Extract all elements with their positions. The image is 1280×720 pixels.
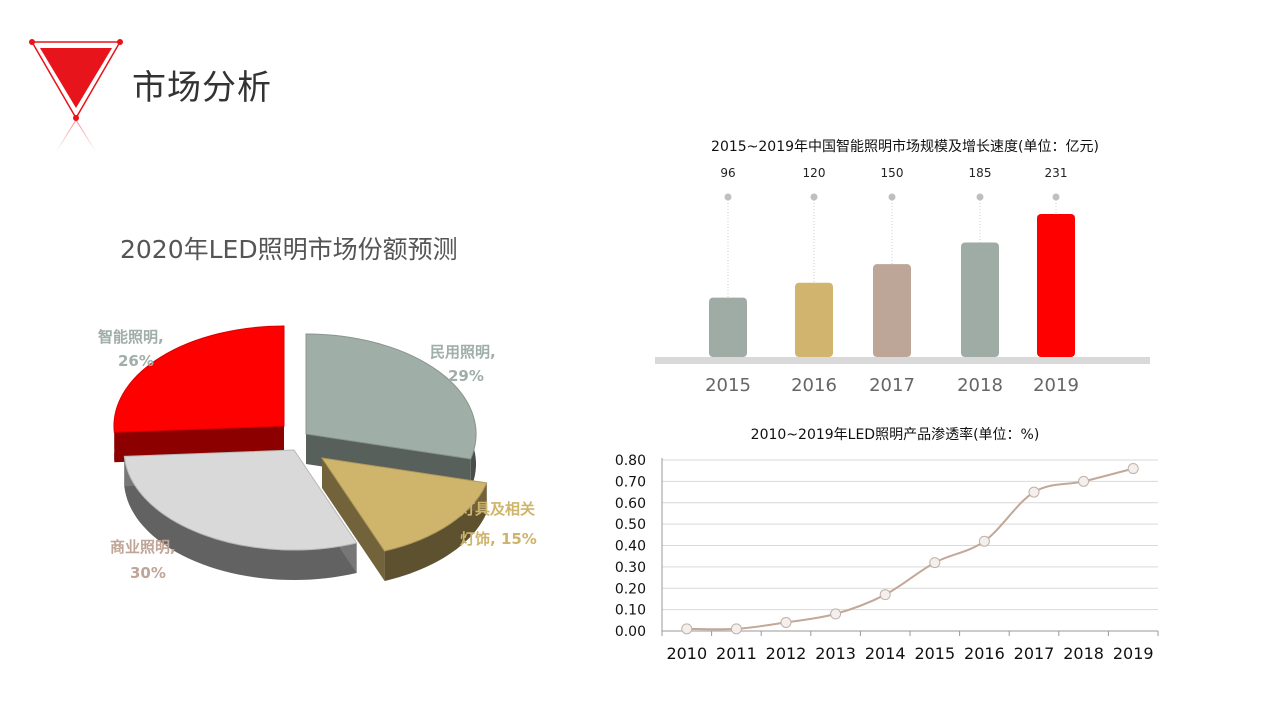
line-point: [1078, 475, 1090, 487]
line-y-tick-label: 0.80: [615, 453, 646, 469]
line-x-tick-label: 2014: [865, 644, 906, 663]
bar-category-label: 2015: [705, 375, 751, 396]
page-title: 市场分析: [132, 68, 272, 108]
line-y-tick-label: 0.20: [615, 581, 646, 597]
pie-label-commercial-value: 30%: [130, 564, 166, 582]
bar-category-label: 2016: [791, 375, 837, 396]
bar-category-label: 2017: [869, 375, 915, 396]
line-x-tick-label: 2013: [815, 644, 856, 663]
bar-axis-line: [655, 357, 1150, 364]
pie-slice-side: [384, 482, 487, 581]
line-point: [929, 557, 941, 569]
line-point: [1127, 463, 1139, 475]
bar-category-label: 2018: [957, 375, 1003, 396]
line-point: [879, 589, 891, 601]
line-x-tick-label: 2015: [914, 644, 955, 663]
line-x-tick-label: 2016: [964, 644, 1005, 663]
pie-label-commercial: 商业照明, 30%: [110, 535, 176, 585]
bar: [873, 264, 911, 357]
line-y-tick-label: 0.40: [615, 539, 646, 555]
line-x-tick-label: 2018: [1063, 644, 1104, 663]
bar-marker: [976, 193, 984, 201]
line-chart-title: 2010~2019年LED照明产品渗透率(单位：%): [750, 427, 1040, 443]
bar: [709, 297, 747, 357]
pie-label-smart-name: 智能照明: [98, 328, 159, 346]
pie-label-fixtures-name-1: 灯具及相关: [460, 500, 536, 518]
pie-label-fixtures-name-2: 灯饰: [460, 530, 491, 548]
bar-marker: [724, 193, 732, 201]
line-chart: 0.00 0.10 0.20 0.30 0.40 0.50 0.60 0.70 0.80 2010…: [615, 453, 1159, 663]
bar: [1037, 214, 1075, 357]
pie-slice: [123, 449, 358, 551]
bar-value-label: 120: [803, 166, 826, 180]
line-point: [730, 623, 742, 635]
line-y-tick-label: 0.70: [615, 474, 646, 490]
bar-marker: [888, 193, 896, 201]
pie-label-residential: 民用照明, 29%: [430, 340, 496, 388]
pie-slice: [305, 333, 477, 460]
pie-chart-title: 2020年LED照明市场份额预测: [120, 235, 458, 264]
line-x-tick-label: 2017: [1014, 644, 1055, 663]
pie-label-fixtures: 灯具及相关 灯饰, 15%: [460, 497, 537, 551]
bar-marker: [810, 193, 818, 201]
line-y-tick-label: 0.30: [615, 560, 646, 576]
line-y-tick-label: 0.10: [615, 603, 646, 619]
line-point: [1028, 486, 1040, 498]
bar: [795, 282, 833, 357]
pie-slice-wall: [322, 458, 385, 581]
line-x-tick-label: 2010: [666, 644, 707, 663]
bar-chart: 96 2015 120 2016 150 2017 185 2018 231 2019: [655, 166, 1150, 396]
bar-value-label: 185: [969, 166, 992, 180]
line-y-tick-label: 0.50: [615, 517, 646, 533]
header-triangle-logo: [29, 39, 123, 153]
bar-category-label: 2019: [1033, 375, 1079, 396]
pie-label-residential-value: 29%: [448, 367, 484, 385]
bar-value-label: 231: [1045, 166, 1068, 180]
pie-slice: [320, 457, 488, 552]
line-point: [978, 535, 990, 547]
pie-label-residential-name: 民用照明: [430, 343, 491, 361]
pie-label-fixtures-value: 15%: [500, 530, 537, 548]
bar-chart-title: 2015~2019年中国智能照明市场规模及增长速度(单位：亿元): [711, 139, 1099, 155]
bar-marker: [1052, 193, 1060, 201]
line-point: [830, 608, 842, 620]
line-x-tick-label: 2019: [1113, 644, 1154, 663]
bar-value-label: 150: [881, 166, 904, 180]
line-x-tick-label: 2011: [716, 644, 757, 663]
pie-slice: [113, 325, 285, 433]
pie-chart: [113, 325, 488, 581]
pie-slice-side: [124, 456, 357, 580]
line-y-tick-label: 0.60: [615, 496, 646, 512]
bar-value-label: 96: [720, 166, 735, 180]
pie-label-commercial-name: 商业照明: [110, 538, 171, 556]
line-y-tick-label: 0.00: [615, 624, 646, 640]
pie-label-smart: 智能照明, 26%: [98, 325, 176, 373]
line-x-tick-label: 2012: [766, 644, 807, 663]
pie-label-smart-value: 26%: [118, 352, 154, 370]
line-point: [780, 616, 792, 628]
line-point: [681, 623, 693, 635]
bar: [961, 242, 999, 357]
line-series: [686, 467, 1134, 631]
